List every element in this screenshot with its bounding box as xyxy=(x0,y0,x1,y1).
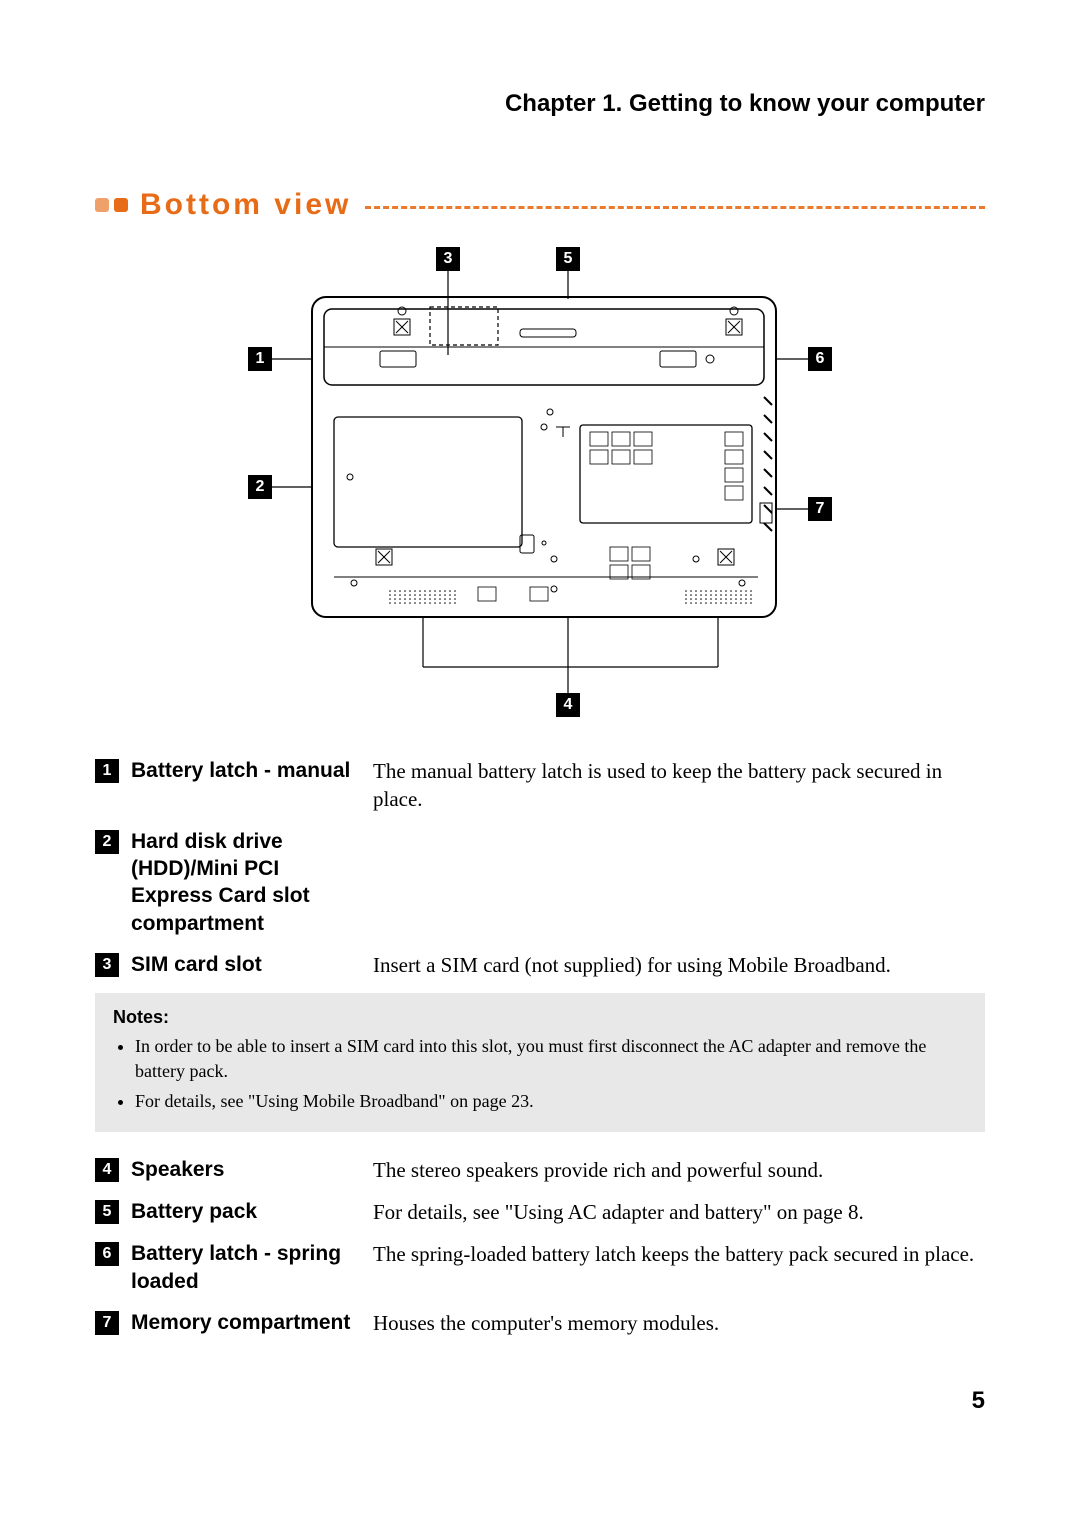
chapter-title: Chapter 1. Getting to know your computer xyxy=(95,90,985,118)
callout-badge: 1 xyxy=(95,759,119,783)
callout-item: 7 Memory compartment Houses the computer's… xyxy=(95,1309,985,1337)
callout-term: Speakers xyxy=(131,1156,361,1183)
callout-badge: 6 xyxy=(95,1242,119,1266)
callout-list: 4 Speakers The stereo speakers provide ric… xyxy=(95,1156,985,1338)
callout-item: 2 Hard disk drive (HDD)/Mini PCI Express … xyxy=(95,828,985,937)
callout-description: Houses the computer's memory modules. xyxy=(373,1309,985,1337)
diagram-callout-badge: 3 xyxy=(436,247,460,271)
callout-item: 3 SIM card slot Insert a SIM card (not sup… xyxy=(95,951,985,979)
section-heading: Bottom view xyxy=(95,188,985,222)
notes-bullet: For details, see "Using Mobile Broadband… xyxy=(135,1089,967,1114)
callout-term: Battery latch - manual xyxy=(131,757,361,784)
callout-item: 1 Battery latch - manual The manual batter… xyxy=(95,757,985,814)
section-bullet-icon xyxy=(95,198,128,212)
diagram-callout-badge: 6 xyxy=(808,347,832,371)
callout-badge: 5 xyxy=(95,1200,119,1224)
callout-badge: 3 xyxy=(95,953,119,977)
callout-term: Hard disk drive (HDD)/Mini PCI Express C… xyxy=(131,828,361,937)
diagram-callout-badge: 2 xyxy=(248,475,272,499)
notes-list: In order to be able to insert a SIM card… xyxy=(113,1034,967,1114)
diagram-container: 3 5 1 6 2 7 4 xyxy=(95,247,985,727)
bottom-view-diagram: 3 5 1 6 2 7 4 xyxy=(220,247,860,727)
callout-description: The spring-loaded battery latch keeps th… xyxy=(373,1240,985,1268)
callout-term: Memory compartment xyxy=(131,1309,361,1336)
callout-badge: 7 xyxy=(95,1311,119,1335)
callout-term: Battery pack xyxy=(131,1198,361,1225)
callout-item: 6 Battery latch - spring loaded The spring… xyxy=(95,1240,985,1295)
square-icon xyxy=(114,198,128,212)
callout-item: 4 Speakers The stereo speakers provide ric… xyxy=(95,1156,985,1184)
callout-term: SIM card slot xyxy=(131,951,361,978)
section-title: Bottom view xyxy=(140,188,351,222)
callout-badge: 4 xyxy=(95,1158,119,1182)
callout-item: 5 Battery pack For details, see "Using AC … xyxy=(95,1198,985,1226)
callout-description: The manual battery latch is used to keep… xyxy=(373,757,985,814)
notes-title: Notes: xyxy=(113,1007,967,1028)
laptop-bottom-illustration xyxy=(220,247,860,727)
callout-description: Insert a SIM card (not supplied) for usi… xyxy=(373,951,985,979)
diagram-callout-badge: 4 xyxy=(556,693,580,717)
diagram-callout-badge: 1 xyxy=(248,347,272,371)
page: Chapter 1. Getting to know your computer… xyxy=(0,0,1080,1475)
square-icon xyxy=(95,198,109,212)
diagram-callout-badge: 7 xyxy=(808,497,832,521)
notes-box: Notes: In order to be able to insert a S… xyxy=(95,993,985,1132)
divider-dashed xyxy=(365,206,985,209)
callout-description: The stereo speakers provide rich and pow… xyxy=(373,1156,985,1184)
callout-list: 1 Battery latch - manual The manual batter… xyxy=(95,757,985,979)
page-number: 5 xyxy=(95,1387,985,1415)
callout-term: Battery latch - spring loaded xyxy=(131,1240,361,1295)
notes-bullet: In order to be able to insert a SIM card… xyxy=(135,1034,967,1084)
callout-description: For details, see "Using AC adapter and b… xyxy=(373,1198,985,1226)
diagram-callout-badge: 5 xyxy=(556,247,580,271)
callout-badge: 2 xyxy=(95,830,119,854)
